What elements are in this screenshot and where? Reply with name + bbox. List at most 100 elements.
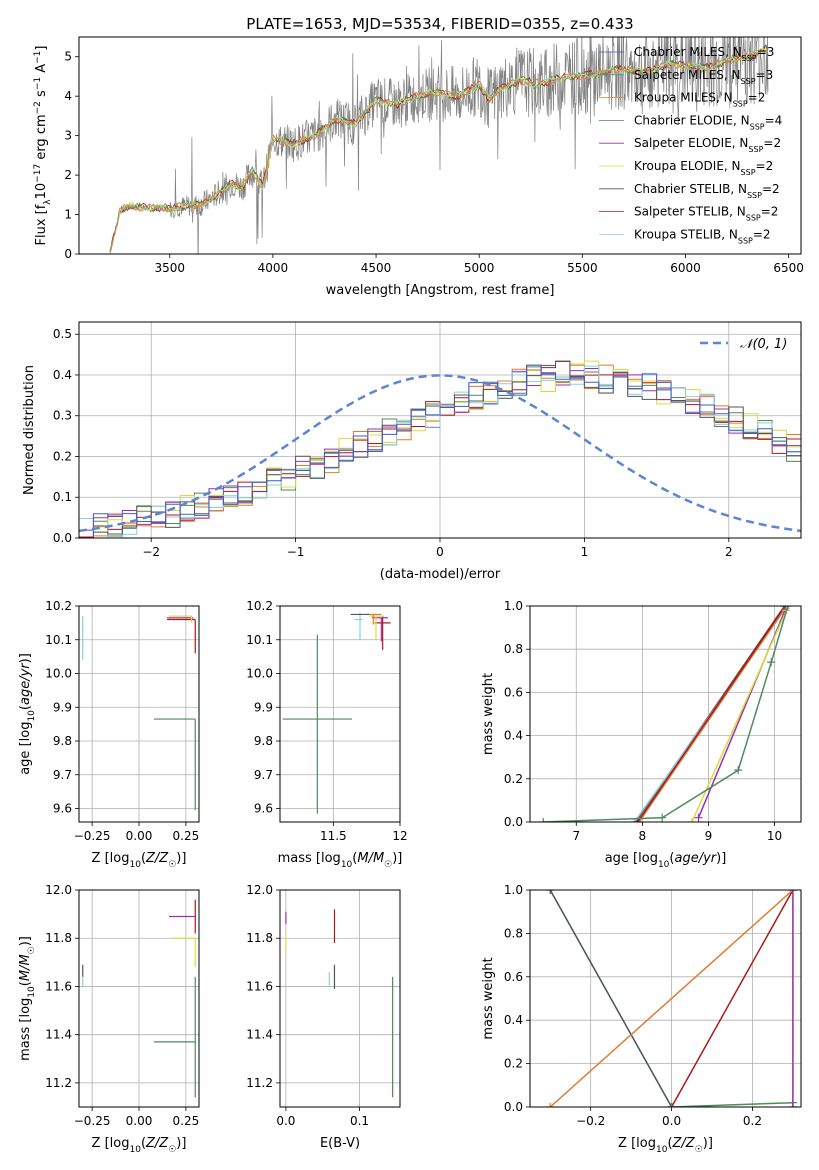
label-part: ☉ <box>168 860 176 870</box>
y-tick-label: 0.8 <box>504 642 523 656</box>
y-tick-label: 0.2 <box>53 449 72 463</box>
legend-name: Salpeter ELODIE, N <box>634 136 748 150</box>
x-tick-label: 1 <box>581 545 589 559</box>
y-tick-label: 9.9 <box>254 700 273 714</box>
mass-vs-Z-plot-area <box>79 890 199 1107</box>
histogram-series <box>79 361 801 538</box>
legend-count: =2 <box>756 159 774 173</box>
x-tick-label: 6000 <box>670 261 701 275</box>
weight-vs-Z-plot-area <box>530 890 801 1107</box>
y-tick-label: 0.2 <box>504 772 523 786</box>
legend-label: Chabrier ELODIE, NSSP=4 <box>634 113 782 130</box>
y-tick-label: 12.0 <box>45 883 72 897</box>
x-tick-label: 0.25 <box>173 829 200 843</box>
x-axis-label: Z [log10(Z/Z☉)] <box>618 1136 713 1155</box>
y-tick-label: 1.0 <box>504 599 523 613</box>
weight-marker <box>783 606 792 610</box>
x-tick-label: 5000 <box>464 261 495 275</box>
weight-marker <box>734 766 743 775</box>
y-tick-label: 4 <box>64 89 72 103</box>
legend-label: Kroupa MILES, NSSP=2 <box>634 91 765 109</box>
x-axis-label: E(B-V) <box>320 1136 360 1151</box>
legend-name: Kroupa ELODIE, N <box>634 159 741 173</box>
legend-sub: SSP <box>750 122 765 131</box>
y-tick-label: 0.6 <box>504 970 523 984</box>
y-tick-label: 9.8 <box>53 734 72 748</box>
weight-marker <box>767 658 776 667</box>
legend-sub: SSP <box>738 236 753 245</box>
weight-line <box>671 1101 793 1107</box>
weight-marker <box>658 813 667 822</box>
legend-count: =3 <box>756 68 774 82</box>
legend-sub: SSP <box>741 76 756 85</box>
y-tick-label: 9.9 <box>53 700 72 714</box>
label-part: 10 <box>129 1145 141 1155</box>
y-tick-label: 0.8 <box>504 926 523 940</box>
weight-vs-Z-frame <box>529 889 802 1108</box>
x-tick-label: 8 <box>639 829 647 843</box>
weight-marker <box>694 813 703 822</box>
label-part: 10 <box>341 860 353 870</box>
y-tick-label: 9.6 <box>53 802 72 816</box>
label-part: age/yr <box>18 662 33 705</box>
y-tick-label: 3 <box>64 129 72 143</box>
legend-label: Salpeter STELIB, NSSP=2 <box>634 205 778 223</box>
x-tick-label: −0.25 <box>74 829 111 843</box>
label-part: )] <box>176 851 186 866</box>
label-part: )] <box>392 851 402 866</box>
x-tick-label: 0.1 <box>350 1114 369 1128</box>
legend-label: Salpeter MILES, NSSP=3 <box>634 68 773 86</box>
label-part: ( <box>669 851 674 866</box>
weight-line <box>691 609 788 822</box>
label-part: Z [log <box>92 851 130 866</box>
label-part: ( <box>18 981 33 986</box>
y-tick-label: 10.2 <box>45 599 72 613</box>
label-part: Z/Z <box>145 1136 169 1151</box>
label-part: )] <box>716 851 726 866</box>
legend-name: Chabrier STELIB, N <box>634 182 747 196</box>
legend-name: Kroupa MILES, N <box>634 91 733 105</box>
label-part: −1 <box>33 51 43 64</box>
legend-sub: SSP <box>742 54 757 63</box>
x-axis-label: mass [log10(M/M☉)] <box>278 851 403 870</box>
label-part: ☉ <box>27 946 37 954</box>
label-part: 10 <box>27 710 37 722</box>
y-tick-label: 11.8 <box>246 931 273 945</box>
label-part: s <box>34 90 49 101</box>
y-tick-label: 0.4 <box>504 729 523 743</box>
legend-label: Kroupa STELIB, NSSP=2 <box>634 227 771 245</box>
x-axis-label: Z [log10(Z/Z☉)] <box>92 851 187 870</box>
residuals-plot-area <box>79 322 801 538</box>
weight-marker <box>788 890 797 894</box>
y-tick-label: 10.0 <box>246 667 273 681</box>
y-tick-label: 9.7 <box>254 768 273 782</box>
y-tick-label: 9.8 <box>254 734 273 748</box>
age-vs-mass-plot-area <box>280 606 400 822</box>
legend-sub: SSP <box>733 99 748 108</box>
y-tick-label: 11.4 <box>45 1028 72 1042</box>
label-part: Z/Z <box>672 1136 696 1151</box>
y-tick-label: 11.4 <box>246 1028 273 1042</box>
legend-count: =2 <box>748 91 766 105</box>
weight-line <box>549 890 794 1107</box>
y-tick-label: 0.5 <box>53 327 72 341</box>
label-part: age [log <box>18 722 33 775</box>
y-tick-label: 0.0 <box>504 1100 523 1114</box>
x-tick-label: 2 <box>725 545 733 559</box>
y-tick-label: 0.4 <box>53 368 72 382</box>
label-part: )] <box>176 1136 186 1151</box>
label-part: ☉ <box>695 1145 703 1155</box>
x-tick-label: 0.25 <box>173 1114 200 1128</box>
label-part: erg cm <box>34 114 49 163</box>
y-axis-label: mass weight <box>481 957 496 1039</box>
label-part: mass [log <box>18 998 33 1061</box>
y-tick-label: 0.0 <box>53 531 72 545</box>
x-axis-label: wavelength [Angstrom, rest frame] <box>326 283 555 298</box>
y-tick-label: 10.1 <box>246 633 273 647</box>
y-tick-label: 9.7 <box>53 768 72 782</box>
x-tick-label: 0.0 <box>276 1114 295 1128</box>
legend-sub: SSP <box>748 145 763 154</box>
spectrum-plot-area <box>109 37 769 254</box>
label-part: ( <box>141 851 146 866</box>
